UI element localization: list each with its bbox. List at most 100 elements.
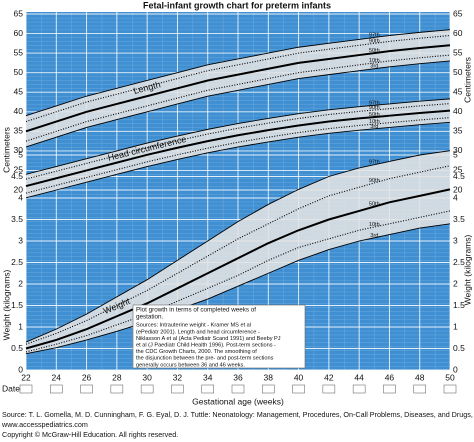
percentile-band: [26, 150, 450, 354]
date-box: [110, 384, 124, 394]
footer-source: Source: T. L. Gomella, M. D. Cunningham,…: [2, 410, 474, 419]
y-tick-label-right: 65: [453, 8, 463, 18]
date-box: [443, 384, 457, 394]
note-box: [132, 304, 306, 369]
date-box: [413, 384, 426, 394]
date-box: [383, 384, 396, 394]
y2-tick-label-left: 4: [18, 192, 23, 202]
y-tick-label-right: 25: [453, 165, 463, 175]
percentile-label: 3rd: [370, 233, 378, 239]
y2-tick-label: 0.5: [453, 343, 465, 353]
percentile-line: [25, 103, 451, 180]
y-tick-label-right: 50: [453, 67, 463, 77]
y2-tick-label: 2.5: [453, 257, 465, 267]
y-tick-label-right: 30: [453, 145, 463, 155]
date-box: [262, 384, 275, 394]
y2-tick-label-left: 2: [18, 278, 23, 288]
percentile-line: [25, 44, 451, 133]
note-line: generally occurs between 36 and 46 weeks…: [136, 362, 245, 368]
x-tick-label: 36: [233, 372, 243, 382]
y2-tick-label: 4: [453, 192, 458, 202]
percentile-label: 50th: [369, 48, 380, 54]
y2-tick-label-left: 2.5: [11, 257, 23, 267]
plot-layer: 97th90th50th10th3rdLength97th90th50th10t…: [25, 12, 451, 371]
y-axis-title-right: Centimeters: [462, 57, 472, 103]
y-tick-label-right: 20: [453, 184, 463, 194]
percentile-label: 10th: [369, 58, 380, 64]
y2-tick-label: 4.5: [453, 171, 465, 181]
x-tick-label: 42: [324, 372, 334, 382]
percentile-line: [25, 98, 451, 175]
date-box: [231, 384, 245, 394]
y2-tick-label-left: 0.5: [11, 343, 23, 353]
date-box: [352, 384, 366, 394]
x-axis-title: Gestational age (weeks): [192, 396, 284, 406]
date-label: Date:: [2, 383, 22, 393]
note-line: Sources: Intrauterine weight - Kramer MS…: [136, 323, 251, 329]
y2-tick-label: 3.5: [453, 214, 465, 224]
y-tick-label-right: 45: [453, 86, 463, 96]
percentile-line: [25, 165, 451, 345]
x-tick-label: 30: [142, 372, 152, 382]
y-tick-label: 50: [14, 67, 24, 77]
percentile-line: [25, 109, 451, 188]
note-line: the CDC Growth Charts, 2000. The smoothi…: [136, 349, 257, 355]
y-tick-label-right: 55: [453, 47, 463, 57]
date-box: [171, 384, 184, 394]
percentile-line: [25, 210, 451, 353]
date-box: [201, 384, 214, 394]
note-line: Plot growth in terms of completed weeks …: [136, 307, 256, 314]
y2-tick-label: 5: [453, 149, 458, 159]
y-axis-title: Centimeters: [1, 127, 11, 173]
x-tick-label: 46: [385, 372, 395, 382]
percentile-band: [26, 98, 450, 198]
y2-axis-title-left: Weight (kilograms): [1, 269, 11, 340]
date-box: [80, 384, 93, 394]
x-tick-label: 38: [264, 372, 274, 382]
note-line: Niklasson A et al (Acta Pediatr Scand 19…: [136, 336, 281, 342]
y2-tick-label: 2: [453, 278, 458, 288]
date-box: [19, 384, 33, 394]
percentile-label: 3rd: [370, 124, 378, 130]
note-line: (ePediatr 2001). Length and head circumf…: [136, 329, 260, 335]
footer-url: www.accesspediatrics.com: [1, 420, 88, 429]
note-line: the disjunction between the pre- and pos…: [136, 356, 274, 362]
note-line: gestation.: [136, 313, 164, 320]
percentile-label: 10th: [369, 119, 380, 125]
date-box: [140, 384, 154, 394]
y-tick-label: 20: [14, 184, 24, 194]
note-line: et al (J Paediatr Child Health 1996). Po…: [136, 342, 276, 348]
y-tick-label: 35: [14, 126, 24, 136]
percentile-label: 97th: [369, 160, 380, 166]
y-tick-label: 25: [14, 165, 24, 175]
percentile-line: [25, 188, 451, 350]
x-tick-label: 32: [173, 372, 183, 382]
y2-tick-label-left: 3: [18, 235, 23, 245]
y2-tick-label: 1: [453, 321, 458, 331]
y2-tick-label: 0: [453, 364, 458, 374]
x-tick-label: 24: [52, 372, 62, 382]
x-tick-label: 40: [294, 372, 304, 382]
y2-tick-label-left: 1: [18, 321, 23, 331]
y-tick-label: 30: [14, 145, 24, 155]
percentile-line: [25, 117, 451, 194]
x-tick-label: 48: [415, 372, 425, 382]
percentile-label: 90th: [369, 38, 380, 44]
y-tick-label: 60: [14, 28, 24, 38]
y-tick-label-right: 40: [453, 106, 463, 116]
y-tick-label: 40: [14, 106, 24, 116]
x-tick-label: 34: [203, 372, 213, 382]
percentile-label: 10th: [369, 222, 380, 228]
y-tick-label: 45: [14, 86, 24, 96]
percentile-label: 90th: [369, 178, 380, 184]
y-tick-label-right: 35: [453, 126, 463, 136]
x-tick-label: 44: [354, 372, 364, 382]
date-box: [292, 384, 305, 394]
x-tick-label: 22: [21, 372, 31, 382]
percentile-label: 50th: [369, 112, 380, 118]
percentile-line: [25, 150, 451, 343]
y2-tick-label: 1.5: [453, 300, 465, 310]
percentile-line: [25, 223, 451, 355]
y2-tick-label-left: 5: [18, 149, 23, 159]
